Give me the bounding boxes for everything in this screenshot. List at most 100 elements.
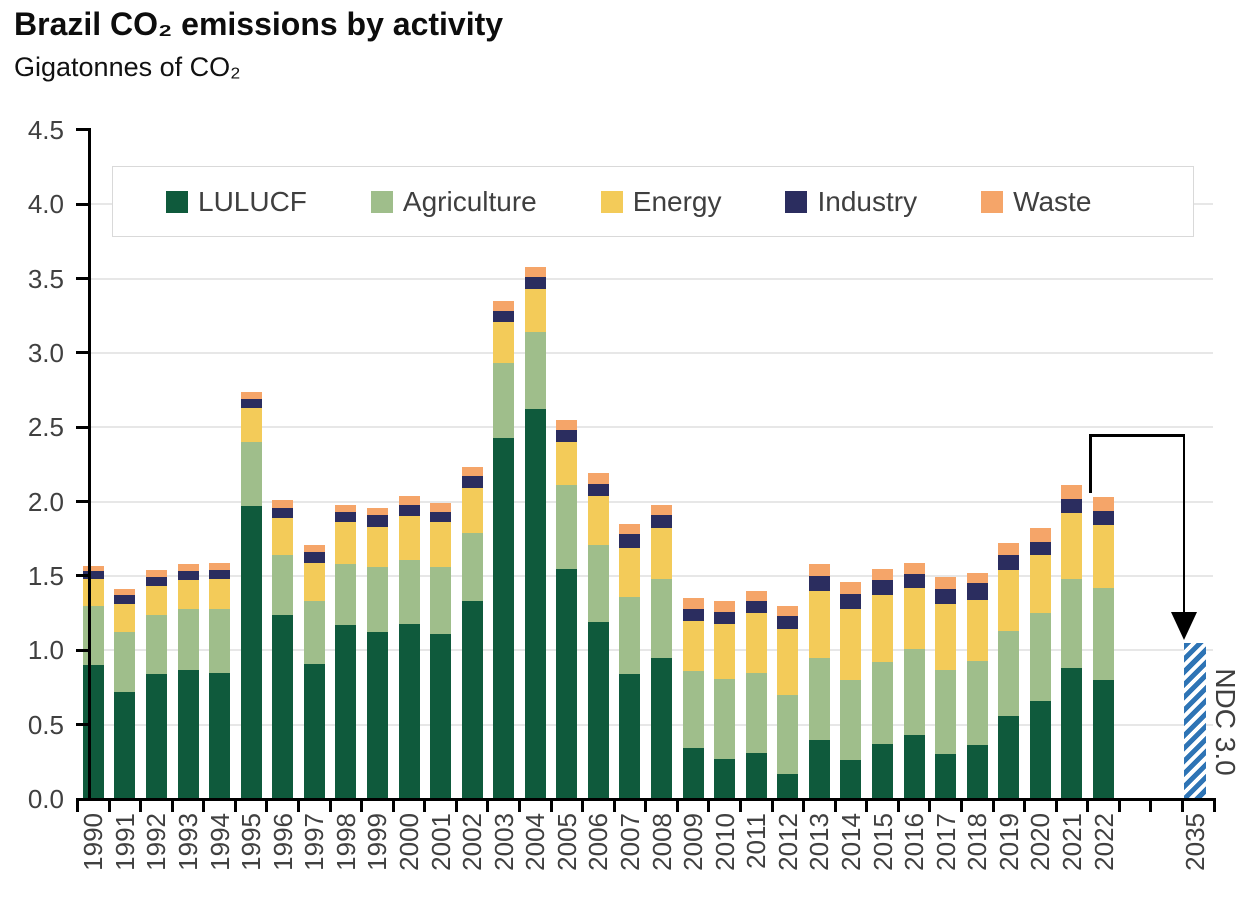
bar-segment-waste-2014 (840, 581, 862, 594)
bar-segment-lulucf-2005 (556, 568, 578, 799)
x-axis-tick (959, 801, 963, 812)
x-axis-tick (391, 801, 395, 812)
chart-subtitle: Gigatonnes of CO₂ (14, 52, 241, 82)
bar-segment-waste-2001 (430, 503, 452, 512)
bar-segment-energy-1993 (177, 580, 199, 609)
bar-segment-industry-2002 (461, 476, 483, 489)
bar-segment-agriculture-2004 (524, 332, 546, 410)
x-axis-tick (76, 801, 79, 812)
x-axis-label-2008: 2008 (646, 813, 677, 871)
x-axis-line (76, 798, 1216, 801)
x-axis-label-2022: 2022 (1088, 813, 1119, 871)
bar-segment-lulucf-2021 (1061, 668, 1083, 799)
y-axis-tick-label: 0.0 (27, 784, 64, 814)
x-axis-label-2007: 2007 (614, 813, 645, 871)
x-axis-label-1993: 1993 (173, 813, 203, 871)
y-axis-line (88, 128, 91, 801)
bar-segment-industry-2016 (903, 574, 925, 588)
legend: LULUCF Agriculture Energy Industry Waste (112, 166, 1194, 237)
bar-segment-agriculture-1995 (240, 442, 262, 507)
x-axis-tick (928, 801, 932, 812)
x-axis-tick (360, 801, 364, 812)
x-axis-tick (107, 801, 111, 812)
bar-segment-industry-2013 (808, 575, 830, 591)
bar-segment-industry-1993 (177, 571, 199, 581)
x-axis-label-1997: 1997 (299, 813, 330, 871)
bar-segment-agriculture-1993 (177, 608, 199, 670)
bar-segment-agriculture-2020 (1029, 613, 1051, 701)
bar-segment-lulucf-2001 (430, 633, 452, 799)
bar-segment-energy-2017 (935, 604, 957, 670)
bar-segment-industry-2021 (1061, 498, 1083, 514)
bar-segment-lulucf-1992 (145, 674, 167, 799)
bar-segment-lulucf-1995 (240, 506, 262, 799)
bar-segment-energy-1998 (335, 522, 357, 565)
bar-segment-waste-2004 (524, 266, 546, 278)
legend-swatch-icon (166, 190, 188, 213)
bar-segment-waste-1994 (209, 562, 231, 570)
x-axis-tick (833, 801, 837, 812)
bar-segment-agriculture-2008 (651, 578, 673, 658)
gridline (91, 277, 1213, 280)
legend-item-agriculture: Agriculture (370, 186, 537, 218)
y-axis-tick-label: 3.0 (27, 337, 64, 368)
bar-segment-waste-2016 (903, 562, 925, 575)
x-axis-tick (1149, 801, 1153, 812)
x-axis-tick (802, 801, 806, 812)
bar-segment-lulucf-2013 (808, 739, 830, 799)
bar-segment-industry-2003 (493, 311, 515, 322)
bar-segment-energy-1994 (209, 578, 231, 609)
x-axis-label-1996: 1996 (267, 813, 298, 871)
legend-item-lulucf: LULUCF (166, 186, 307, 218)
bar-segment-lulucf-2006 (587, 622, 609, 799)
bar-segment-waste-1991 (114, 589, 136, 596)
bar-segment-industry-1995 (240, 398, 262, 408)
bar-segment-energy-2011 (745, 613, 767, 673)
bar-segment-energy-1990 (82, 578, 104, 606)
y-axis-tick (76, 574, 88, 578)
annotation-arrow-head-icon (1170, 612, 1197, 640)
bar-segment-energy-2013 (808, 590, 830, 658)
legend-label: Industry (817, 185, 918, 217)
bar-segment-waste-1995 (240, 391, 262, 399)
bar-segment-waste-1998 (335, 504, 357, 512)
bar-segment-lulucf-2018 (966, 745, 988, 799)
bar-segment-agriculture-2000 (398, 559, 420, 624)
bar-segment-waste-2021 (1061, 485, 1083, 499)
x-axis-label-2006: 2006 (583, 813, 614, 871)
y-axis-tick-label: 4.5 (27, 114, 64, 145)
bar-segment-energy-2003 (493, 321, 515, 364)
bar-segment-industry-2012 (777, 616, 799, 630)
bar-segment-lulucf-1998 (335, 625, 357, 799)
x-axis-label-2011: 2011 (741, 813, 772, 869)
bar-segment-energy-1999 (366, 526, 388, 568)
y-axis-tick (76, 648, 88, 652)
bar-segment-energy-2012 (777, 629, 799, 695)
bar-segment-energy-2014 (840, 608, 862, 681)
bar-segment-industry-1991 (114, 595, 136, 605)
bar-segment-lulucf-2002 (461, 601, 483, 799)
x-axis-tick (896, 801, 900, 812)
bar-segment-energy-2021 (1061, 513, 1083, 579)
bar-segment-agriculture-1990 (82, 605, 104, 666)
x-axis-tick (581, 801, 585, 812)
x-axis-tick (202, 801, 206, 812)
bar-segment-agriculture-2011 (745, 672, 767, 753)
bar-segment-waste-2019 (998, 543, 1020, 556)
bar-segment-lulucf-2010 (714, 758, 736, 799)
x-axis-tick (865, 801, 869, 812)
bar-segment-industry-2011 (745, 601, 767, 614)
bar-segment-agriculture-1997 (303, 601, 325, 664)
bar-segment-agriculture-2017 (935, 669, 957, 755)
y-axis-tick-label: 0.5 (27, 709, 64, 740)
bar-segment-agriculture-2016 (903, 648, 925, 736)
bar-segment-energy-1996 (272, 517, 294, 556)
bar-segment-waste-2020 (1029, 528, 1051, 542)
chart-title: Brazil CO₂ emissions by activity (14, 6, 504, 42)
x-axis-tick (328, 801, 332, 812)
y-axis-tick-label: 4.0 (27, 189, 64, 220)
x-axis-tick (423, 801, 427, 812)
x-axis-tick (170, 801, 174, 812)
bar-segment-industry-2001 (430, 512, 452, 523)
bar-segment-waste-1997 (303, 544, 325, 553)
